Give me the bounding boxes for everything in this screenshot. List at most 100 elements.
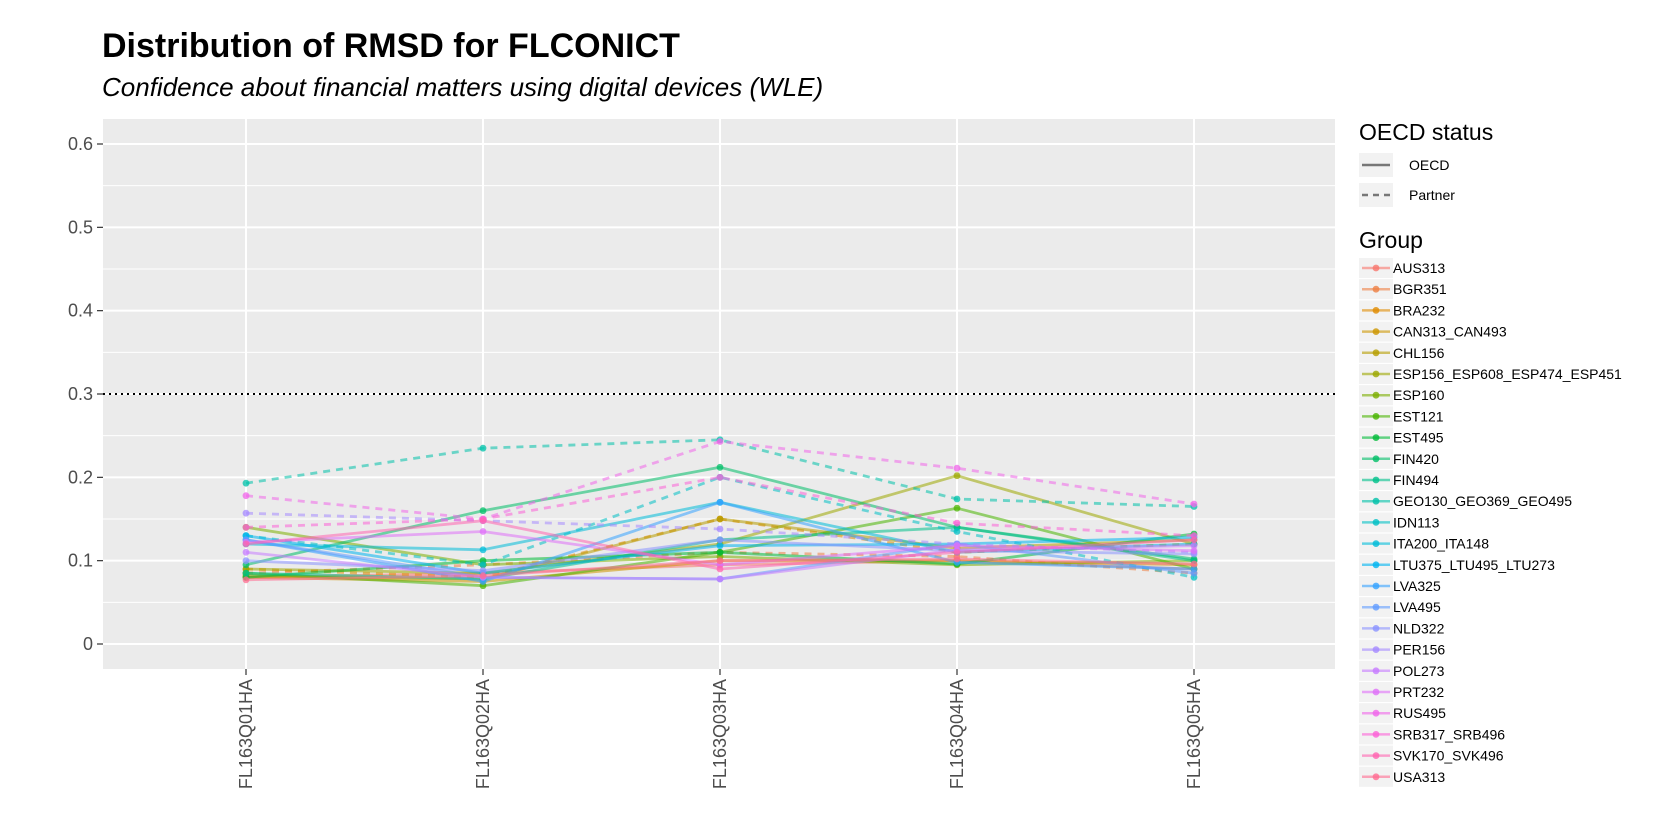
series-RUS495 (242, 438, 1198, 523)
legend-key-point (1372, 561, 1380, 569)
legend-label-GEO130_GEO369_GEO495: GEO130_GEO369_GEO495 (1393, 493, 1572, 509)
data-point (953, 472, 961, 480)
legend-label-SRB317_SRB496: SRB317_SRB496 (1393, 726, 1505, 742)
data-point (716, 542, 724, 550)
legend-key-point (1372, 625, 1380, 632)
series-line (245, 475, 1195, 538)
data-point (716, 565, 724, 573)
data-point (242, 523, 250, 531)
data-point (716, 575, 724, 583)
legend-key-point (1372, 603, 1380, 611)
legend-label-BGR351: BGR351 (1393, 281, 1447, 297)
legend-key-point (1372, 519, 1380, 526)
data-point (1190, 500, 1198, 508)
legend-key-point (1372, 752, 1380, 759)
legend-key-point (1372, 349, 1380, 357)
data-point (242, 509, 250, 517)
legend-label-ITA200_ITA148: ITA200_ITA148 (1393, 536, 1489, 552)
series-layer (242, 436, 1198, 590)
x-axis: FL163Q01HA FL163Q02HA FL163Q03HA FL163Q04HA… (236, 669, 1204, 789)
legend-label-EST121: EST121 (1393, 408, 1444, 424)
legend-status-title: OECD status (1359, 119, 1493, 145)
series-USA313 (242, 555, 1198, 584)
data-point (1190, 536, 1198, 544)
legend-label-CHL156: CHL156 (1393, 345, 1445, 361)
data-point (716, 525, 724, 533)
legend-label-LTU375_LTU495_LTU273: LTU375_LTU495_LTU273 (1393, 557, 1555, 573)
data-point (716, 438, 724, 445)
data-point (716, 536, 724, 544)
legend-group: Group AUS313 BGR351 BRA232 CAN313_CAN493 CHL… (1359, 227, 1622, 787)
legend-key-point (1372, 328, 1380, 335)
legend-key-point (1372, 264, 1380, 272)
y-tick-label: 0 (83, 634, 93, 654)
legend-label-ESP156_ESP608_ESP474_ESP451: ESP156_ESP608_ESP474_ESP451 (1393, 366, 1622, 382)
series-line (245, 475, 1195, 579)
legend-label-PER156: PER156 (1393, 642, 1445, 658)
legend-key-point (1372, 667, 1380, 675)
data-point (479, 517, 487, 525)
legend-label-EST495: EST495 (1393, 430, 1444, 446)
data-point (953, 542, 961, 550)
x-tick-label: FL163Q01HA (236, 679, 256, 789)
y-axis: 0 0.1 0.2 0.3 0.4 0.5 0.6 (68, 134, 103, 654)
legend-label-partner: Partner (1409, 187, 1455, 203)
data-point (953, 495, 961, 503)
legend-label-IDN113: IDN113 (1393, 514, 1440, 530)
data-point (1190, 542, 1198, 550)
y-tick-label: 0.1 (68, 551, 93, 571)
data-point (479, 507, 487, 515)
data-point (953, 555, 961, 563)
data-point (716, 498, 724, 506)
data-point (1190, 547, 1198, 555)
data-point (716, 463, 724, 471)
data-point (1190, 560, 1198, 568)
legend-label-FIN494: FIN494 (1393, 472, 1439, 488)
series-line (245, 438, 1195, 508)
data-point (716, 515, 724, 523)
data-point (242, 492, 250, 500)
series-SVK170_SVK496 (242, 517, 1198, 573)
data-point (953, 464, 961, 472)
data-point (479, 567, 487, 575)
data-point (479, 561, 487, 569)
y-tick-label: 0.3 (68, 384, 93, 404)
y-tick-label: 0.4 (68, 301, 93, 321)
y-tick-label: 0.6 (68, 134, 93, 154)
legend-label-BRA232: BRA232 (1393, 302, 1445, 318)
data-point (479, 528, 487, 535)
legend-key-point (1372, 370, 1380, 378)
legend-oecd-status: OECD status OECD Partner (1359, 119, 1493, 207)
data-point (242, 479, 250, 487)
x-tick-label: FL163Q03HA (710, 679, 730, 789)
legend-group-title: Group (1359, 227, 1423, 253)
legend-key-point (1372, 731, 1380, 738)
chart-title: Distribution of RMSD for FLCONICT (102, 27, 680, 65)
legend-label-CAN313_CAN493: CAN313_CAN493 (1393, 324, 1507, 340)
legend-key-point (1372, 688, 1380, 696)
data-point (242, 576, 250, 584)
legend-key-point (1372, 709, 1380, 717)
data-point (479, 444, 487, 452)
y-tick-label: 0.2 (68, 467, 93, 487)
legend-label-FIN420: FIN420 (1393, 451, 1439, 467)
legend-key-point (1372, 476, 1380, 484)
legend-key-point (1372, 582, 1380, 590)
legend-label-LVA325: LVA325 (1393, 578, 1441, 594)
data-point (716, 548, 724, 556)
x-tick-label: FL163Q02HA (473, 679, 493, 789)
legend-key-point (1372, 540, 1380, 547)
data-point (479, 572, 487, 580)
chart-subtitle: Confidence about financial matters using… (102, 72, 823, 102)
data-point (242, 548, 250, 556)
data-point (242, 557, 250, 565)
legend-label-SVK170_SVK496: SVK170_SVK496 (1393, 748, 1504, 764)
x-tick-label: FL163Q05HA (1184, 679, 1204, 789)
data-point (953, 528, 961, 535)
data-point (953, 519, 961, 527)
legend-label-oecd: OECD (1409, 157, 1449, 173)
legend-label-RUS495: RUS495 (1393, 705, 1446, 721)
y-tick-label: 0.5 (68, 217, 93, 237)
data-point (479, 546, 487, 554)
